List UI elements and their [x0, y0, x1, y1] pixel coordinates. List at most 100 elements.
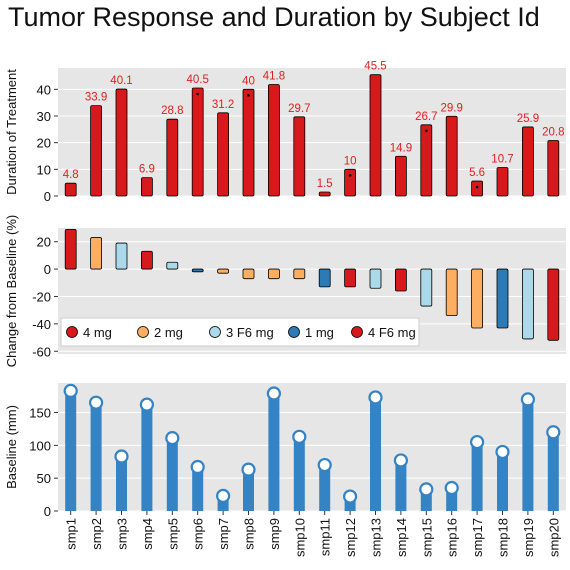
duration-bar: [445, 115, 458, 197]
baseline-point: [470, 434, 485, 450]
duration-bar: [394, 155, 407, 197]
baseline-bar: [141, 404, 153, 511]
y-tick-label: 30: [37, 109, 51, 124]
duration-data-label: 31.2: [212, 99, 234, 111]
baseline-point: [216, 488, 231, 504]
y-tick-label: 0: [44, 504, 51, 519]
legend-label: 3 F6 mg: [226, 325, 274, 340]
change-panel: 20 0 -20 -40 -60 Change from Baseline (%) 4 mg…: [4, 215, 566, 367]
baseline-point: [63, 383, 78, 398]
duration-data-label: 14.9: [390, 142, 412, 154]
baseline-bar: [243, 469, 254, 511]
baseline-point: [139, 397, 154, 412]
change-bar: [293, 268, 306, 280]
duration-data-label: 40.5: [187, 74, 209, 86]
duration-bar: [293, 116, 306, 197]
change-bar: [547, 268, 560, 341]
duration-bar: [140, 177, 153, 197]
duration-data-label: 4.8: [63, 169, 79, 181]
duration-data-label: 40.1: [110, 75, 132, 87]
y-tick-label: 10: [37, 162, 51, 177]
baseline-bar: [90, 402, 102, 511]
x-tick-label: smp2: [89, 518, 104, 550]
duration-data-label: 45.5: [364, 61, 386, 73]
duration-data-label: 28.8: [161, 105, 183, 117]
change-bar: [318, 268, 331, 288]
y-tick-label: 20: [37, 136, 51, 151]
duration-marker: [475, 185, 479, 189]
change-bar: [394, 268, 407, 292]
x-tick-label: smp14: [394, 518, 409, 557]
duration-data-label: 25.9: [517, 113, 539, 125]
baseline-bar: [293, 436, 305, 511]
baseline-point: [241, 462, 256, 477]
baseline-bar: [420, 489, 432, 511]
change-bar: [242, 268, 255, 280]
baseline-bar: [395, 460, 407, 511]
y-tick-label: 150: [29, 406, 51, 421]
duration-bar: [369, 74, 382, 197]
change-bar: [217, 268, 230, 274]
baseline-bar: [319, 465, 331, 511]
baseline-bar: [268, 393, 280, 511]
baseline-point: [368, 390, 383, 405]
change-bar: [369, 268, 382, 289]
y-tick-label: 20: [37, 235, 51, 250]
x-axis: smp1 smp2 smp3 smp4 smp5 smp6 smp7 smp8 smp9 smp1…: [64, 511, 561, 557]
legend-label: 2 mg: [154, 325, 183, 340]
change-bar: [471, 268, 484, 329]
y-tick-label: -60: [32, 344, 51, 359]
duration-bar: [267, 84, 280, 197]
change-bar: [267, 268, 280, 280]
legend-label: 1 mg: [305, 325, 334, 340]
duration-data-label: 33.9: [85, 92, 107, 104]
baseline-bar: [217, 495, 229, 511]
baseline-bar: [547, 432, 559, 511]
baseline-panel: 0 50 100 150 Baseline (mm): [4, 383, 566, 519]
duration-bar: [344, 168, 357, 197]
duration-bar: [166, 118, 179, 197]
y-tick-label: 0: [44, 189, 51, 204]
plot-background: [58, 383, 566, 511]
x-tick-label: smp11: [318, 518, 333, 556]
baseline-bar: [192, 467, 204, 511]
duration-data-label: 40: [242, 75, 255, 87]
baseline-bar: [344, 496, 356, 511]
y-axis-label: Change from Baseline (%): [4, 215, 19, 367]
legend-label: 4 F6 mg: [368, 325, 416, 340]
duration-bar: [191, 87, 204, 197]
duration-data-label: 6.9: [139, 164, 155, 176]
baseline-bar: [116, 456, 127, 511]
x-tick-label: smp8: [242, 518, 257, 550]
chart-title: Tumor Response and Duration by Subject I…: [8, 2, 540, 32]
baseline-point: [190, 459, 205, 475]
duration-bar: [547, 140, 560, 197]
change-bar: [420, 268, 433, 307]
change-bar: [445, 268, 458, 317]
duration-data-label: 20.8: [542, 127, 564, 139]
duration-data-label: 41.8: [263, 71, 285, 83]
y-tick-label: 100: [29, 438, 51, 453]
x-tick-label: smp5: [165, 518, 180, 550]
baseline-point: [520, 392, 536, 407]
y-tick-label: -40: [32, 317, 51, 332]
x-tick-label: smp15: [419, 518, 434, 557]
legend-swatch: [288, 326, 300, 338]
baseline-bar: [370, 397, 381, 511]
duration-bar: [318, 191, 331, 197]
x-tick-label: smp6: [191, 518, 206, 550]
duration-bar: [420, 124, 433, 197]
baseline-bar: [497, 451, 508, 511]
y-tick-label: -20: [32, 289, 51, 304]
change-bar: [115, 242, 128, 270]
change-bar: [496, 268, 509, 329]
legend-swatch: [137, 326, 149, 338]
duration-bar: [90, 105, 102, 197]
baseline-bar: [471, 442, 483, 511]
legend-label: 4 mg: [83, 325, 112, 340]
change-bar: [64, 228, 77, 270]
legend-swatch: [209, 326, 221, 338]
duration-bar: [522, 126, 534, 197]
legend-swatch: [351, 326, 363, 338]
